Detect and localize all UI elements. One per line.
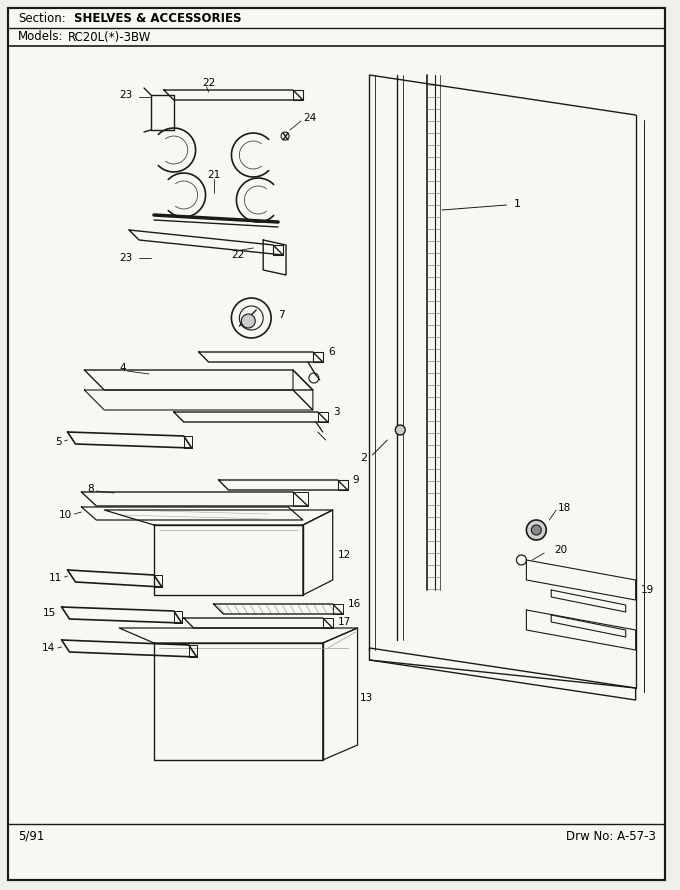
Polygon shape	[323, 628, 358, 760]
Text: 24: 24	[303, 113, 316, 123]
Polygon shape	[218, 480, 347, 490]
Text: 23: 23	[119, 253, 132, 263]
Circle shape	[241, 314, 255, 328]
Polygon shape	[551, 615, 626, 637]
Polygon shape	[67, 432, 192, 448]
Polygon shape	[82, 492, 308, 506]
Polygon shape	[318, 412, 328, 422]
Circle shape	[395, 425, 405, 435]
Polygon shape	[67, 570, 162, 587]
Polygon shape	[526, 560, 636, 600]
Polygon shape	[313, 352, 323, 362]
Polygon shape	[174, 412, 328, 422]
Text: 17: 17	[338, 617, 351, 627]
Polygon shape	[214, 604, 343, 614]
Text: 6: 6	[328, 347, 335, 357]
Text: SHELVES & ACCESSORIES: SHELVES & ACCESSORIES	[75, 12, 242, 25]
Polygon shape	[184, 436, 192, 448]
Polygon shape	[154, 525, 303, 595]
Text: 4: 4	[119, 363, 126, 373]
Text: 8: 8	[88, 484, 94, 494]
Polygon shape	[273, 245, 283, 255]
Text: 13: 13	[360, 693, 373, 703]
Text: RC20L(*)-3BW: RC20L(*)-3BW	[67, 30, 151, 44]
Text: 16: 16	[347, 599, 361, 609]
Text: 22: 22	[202, 78, 215, 88]
Polygon shape	[164, 90, 303, 100]
Circle shape	[531, 525, 541, 535]
Text: 18: 18	[558, 503, 571, 513]
Text: 10: 10	[58, 510, 71, 520]
Polygon shape	[119, 628, 358, 643]
Text: 2: 2	[360, 453, 367, 463]
Text: 1: 1	[513, 199, 520, 209]
Text: 11: 11	[48, 573, 62, 583]
Text: 3: 3	[333, 407, 339, 417]
Polygon shape	[184, 618, 333, 628]
Text: 19: 19	[641, 585, 654, 595]
Text: 21: 21	[207, 170, 220, 180]
Polygon shape	[293, 492, 308, 506]
Polygon shape	[84, 370, 313, 390]
Polygon shape	[199, 352, 323, 362]
Text: 9: 9	[353, 475, 359, 485]
Polygon shape	[82, 507, 303, 520]
Polygon shape	[293, 90, 303, 100]
Polygon shape	[338, 480, 347, 490]
Text: 5: 5	[55, 437, 62, 447]
Text: Models:: Models:	[18, 30, 63, 44]
Polygon shape	[104, 510, 333, 525]
Text: Drw No: A-57-3: Drw No: A-57-3	[566, 829, 656, 843]
Text: 7: 7	[278, 310, 285, 320]
Polygon shape	[129, 230, 283, 255]
Text: 20: 20	[554, 545, 567, 555]
Text: Section:: Section:	[18, 12, 66, 25]
Polygon shape	[62, 640, 197, 657]
Text: 12: 12	[338, 550, 351, 560]
Polygon shape	[526, 610, 636, 650]
Polygon shape	[333, 604, 343, 614]
Text: 15: 15	[42, 608, 56, 618]
Text: 5/91: 5/91	[18, 829, 44, 843]
Text: 14: 14	[41, 643, 54, 653]
Polygon shape	[154, 643, 323, 760]
Circle shape	[526, 520, 546, 540]
Text: 22: 22	[232, 250, 245, 260]
Polygon shape	[303, 510, 333, 595]
Polygon shape	[62, 607, 182, 623]
Polygon shape	[84, 390, 313, 410]
Polygon shape	[151, 95, 174, 130]
Polygon shape	[551, 590, 626, 612]
Polygon shape	[263, 240, 286, 275]
Text: 23: 23	[119, 90, 132, 100]
Polygon shape	[293, 370, 313, 410]
